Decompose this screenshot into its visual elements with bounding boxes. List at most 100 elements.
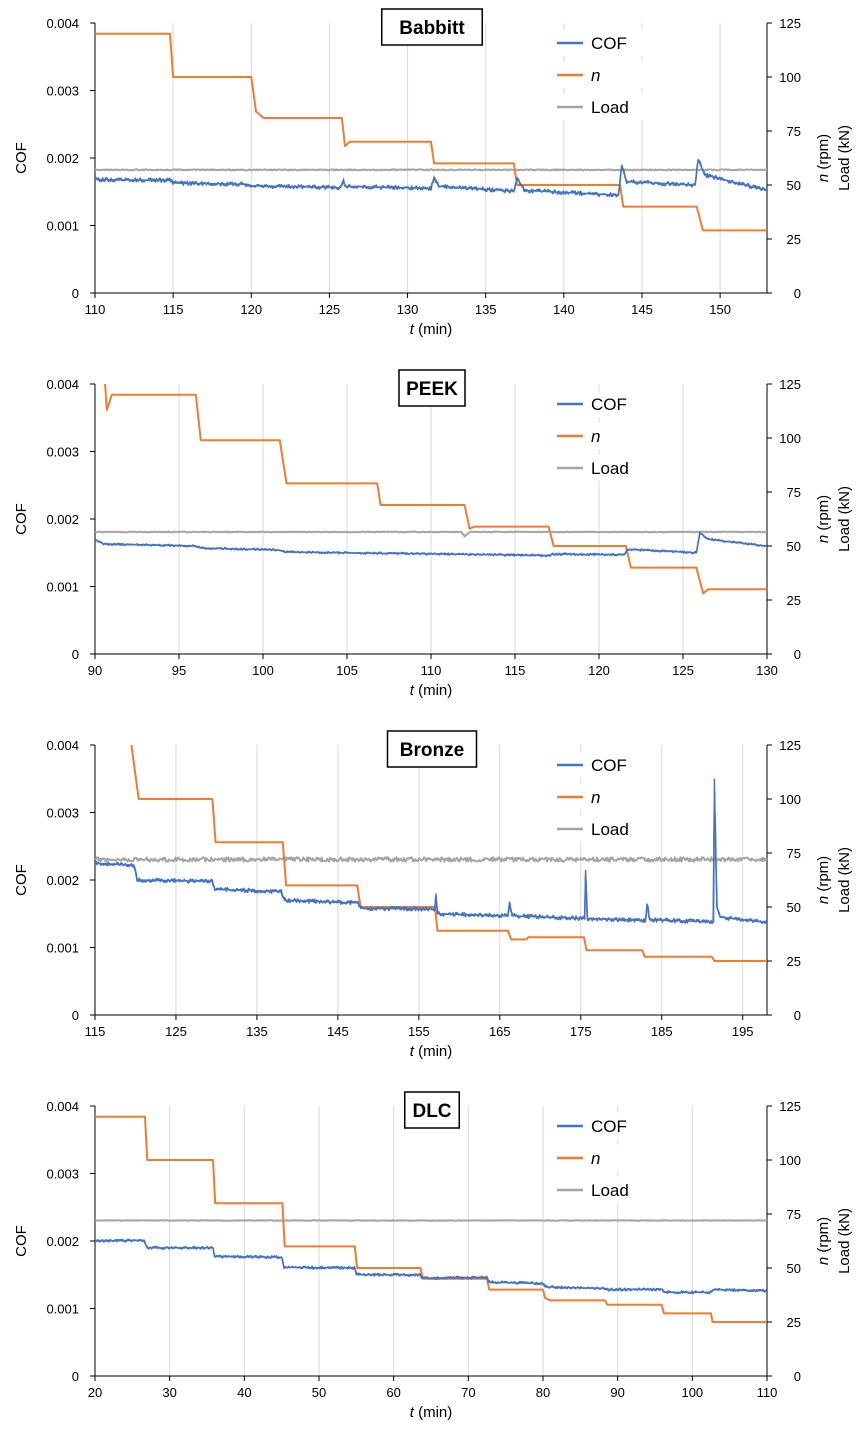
y-right-tick-label: 25 <box>787 593 801 608</box>
x-tick-label: 125 <box>165 1024 187 1039</box>
x-tick-label: 110 <box>421 663 442 678</box>
y-left-tick-label: 0 <box>72 286 79 301</box>
series-line-load <box>95 168 767 172</box>
series-line-n <box>104 383 767 595</box>
y-left-tick-label: 0.004 <box>46 377 79 392</box>
x-tick-label: 125 <box>672 663 694 678</box>
x-tick-label: 115 <box>505 663 526 678</box>
series-line-cof <box>95 810 767 925</box>
y-right-tick-label: 125 <box>779 16 801 31</box>
x-tick-label: 130 <box>756 663 778 678</box>
x-tick-label: 100 <box>681 1385 703 1400</box>
series-line-load <box>95 856 767 863</box>
y-left-tick-label: 0.003 <box>46 1167 79 1182</box>
x-tick-label: 150 <box>709 302 731 317</box>
y-left-tick-label: 0.001 <box>46 219 79 234</box>
x-axis-label: t (min) <box>410 682 453 699</box>
y-left-tick-label: 0.001 <box>46 580 79 595</box>
y-left-axis-label: COF <box>13 503 30 535</box>
y-right-tick-label: 100 <box>779 792 801 807</box>
y-right-tick-label: 25 <box>787 232 801 247</box>
chart-title-box <box>398 369 466 407</box>
x-tick-label: 30 <box>162 1385 176 1400</box>
legend-label-load: Load <box>591 98 629 117</box>
x-tick-label: 100 <box>252 663 274 678</box>
y-left-tick-label: 0.002 <box>46 1234 79 1249</box>
y-right-tick-label: 0 <box>794 647 801 662</box>
legend-label-cof: COF <box>591 756 627 775</box>
legend-label-n: n <box>591 66 600 85</box>
x-axis-label: t (min) <box>410 1404 453 1421</box>
y-right-tick-label: 125 <box>779 1099 801 1114</box>
y-right-tick-label: 125 <box>779 377 801 392</box>
series-line-cof-trend <box>95 159 767 196</box>
x-tick-label: 125 <box>319 302 341 317</box>
x-axis-label: t (min) <box>410 1043 453 1060</box>
legend-label-n: n <box>591 427 600 446</box>
series-line-n <box>130 744 767 962</box>
y-left-tick-label: 0.002 <box>46 151 79 166</box>
x-tick-label: 20 <box>88 1385 102 1400</box>
x-tick-label: 155 <box>408 1024 430 1039</box>
x-tick-label: 90 <box>610 1385 624 1400</box>
y-left-axis-label: COF <box>13 142 30 174</box>
x-tick-label: 115 <box>163 302 184 317</box>
legend-label-cof: COF <box>591 395 627 414</box>
legend-label-load: Load <box>591 459 629 478</box>
y-right-axis-label-speed: n (rpm) <box>815 856 832 904</box>
series-line-load <box>95 1219 767 1222</box>
y-left-tick-label: 0.004 <box>46 16 79 31</box>
y-right-tick-label: 75 <box>787 485 801 500</box>
y-right-tick-label: 50 <box>787 900 801 915</box>
x-tick-label: 50 <box>312 1385 326 1400</box>
series-line-load <box>95 530 767 538</box>
y-right-tick-label: 50 <box>787 1261 801 1276</box>
x-tick-label: 135 <box>475 302 497 317</box>
legend-label-cof: COF <box>591 34 627 53</box>
y-left-tick-label: 0.003 <box>46 445 79 460</box>
x-tick-label: 175 <box>570 1024 592 1039</box>
y-right-axis-label-load: Load (kN) <box>836 486 853 552</box>
y-left-tick-label: 0 <box>72 647 79 662</box>
x-tick-label: 105 <box>336 663 358 678</box>
x-tick-label: 195 <box>732 1024 754 1039</box>
chart-title: Bronze <box>400 740 464 761</box>
series-line-cof-trend <box>95 778 767 924</box>
x-axis-label: t (min) <box>410 321 453 338</box>
x-tick-label: 110 <box>757 1385 778 1400</box>
series-line-cof-trend <box>95 1239 767 1293</box>
legend-label-load: Load <box>591 1181 629 1200</box>
y-right-axis-label-speed: n (rpm) <box>815 1217 832 1265</box>
y-right-axis-label-speed: n (rpm) <box>815 495 832 543</box>
x-tick-label: 165 <box>489 1024 511 1039</box>
x-tick-label: 95 <box>172 663 186 678</box>
x-tick-label: 135 <box>246 1024 268 1039</box>
chart-title: DLC <box>412 1101 451 1122</box>
y-left-tick-label: 0.002 <box>46 873 79 888</box>
y-right-tick-label: 100 <box>779 431 801 446</box>
y-left-axis-label: COF <box>13 1225 30 1257</box>
x-tick-label: 90 <box>88 663 102 678</box>
y-right-tick-label: 100 <box>779 1153 801 1168</box>
y-right-tick-label: 75 <box>787 846 801 861</box>
x-tick-label: 80 <box>536 1385 550 1400</box>
x-tick-label: 70 <box>461 1385 475 1400</box>
x-tick-label: 120 <box>588 663 610 678</box>
chart-panel-bronze: 115 125 135 145 155 165 175 185 195 0 0.001 0.002 0.… <box>13 730 853 1060</box>
y-left-tick-label: 0.004 <box>46 1099 79 1114</box>
y-left-tick-label: 0.002 <box>46 512 79 527</box>
series-line-cof <box>95 160 767 198</box>
x-tick-label: 110 <box>85 302 106 317</box>
chart-panel-peek: 90 95 100 105 110 115 120 125 130 0 0.001 0.002 0.00… <box>13 369 853 699</box>
y-right-tick-label: 50 <box>787 539 801 554</box>
y-right-tick-label: 75 <box>787 124 801 139</box>
y-left-tick-label: 0.003 <box>46 84 79 99</box>
x-tick-label: 115 <box>85 1024 106 1039</box>
y-right-axis-label-speed: n (rpm) <box>815 134 832 182</box>
y-right-tick-label: 125 <box>779 738 801 753</box>
y-right-tick-label: 0 <box>794 1369 801 1384</box>
y-right-tick-label: 0 <box>794 1008 801 1023</box>
y-left-axis-label: COF <box>13 864 30 896</box>
y-right-tick-label: 25 <box>787 954 801 969</box>
series-line-cof-trend <box>95 531 767 557</box>
